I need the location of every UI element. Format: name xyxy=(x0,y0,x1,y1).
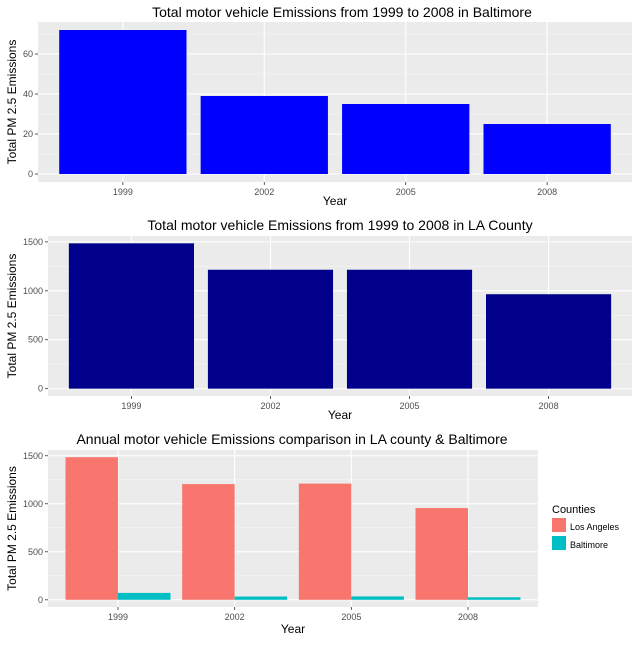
bar xyxy=(415,508,468,600)
bar xyxy=(483,124,611,174)
legend-label: Baltimore xyxy=(570,540,608,550)
bar xyxy=(298,483,352,600)
legend-label: Los Angeles xyxy=(570,522,620,532)
y-tick-label: 1500 xyxy=(23,451,43,461)
bar xyxy=(65,457,118,600)
y-tick-label: 40 xyxy=(23,89,33,99)
x-tick-label: 1999 xyxy=(108,612,128,622)
y-tick-label: 60 xyxy=(23,49,33,59)
x-tick-label: 2005 xyxy=(341,612,361,622)
legend-title: Counties xyxy=(552,504,596,516)
x-tick-label: 1999 xyxy=(113,187,133,197)
chart-comparison: Annual motor vehicle Emissions compariso… xyxy=(5,431,620,636)
y-tick-label: 1000 xyxy=(23,499,43,509)
bar xyxy=(468,597,521,600)
legend-key xyxy=(552,518,566,532)
y-tick-label: 0 xyxy=(38,384,43,394)
bar xyxy=(118,592,171,600)
x-tick-label: 2008 xyxy=(458,612,478,622)
bar xyxy=(68,243,194,389)
bar xyxy=(346,269,473,389)
x-axis-title: Year xyxy=(323,194,347,208)
y-axis-title: Total PM 2.5 Emissions xyxy=(5,40,19,165)
bar xyxy=(486,294,612,389)
y-tick-label: 500 xyxy=(28,335,43,345)
bar xyxy=(351,596,404,600)
y-tick-label: 20 xyxy=(23,129,33,139)
x-tick-label: 2002 xyxy=(225,612,245,622)
legend-key xyxy=(552,536,566,550)
x-tick-label: 2002 xyxy=(260,401,280,411)
bar xyxy=(200,96,328,174)
bar xyxy=(207,269,334,389)
y-tick-label: 500 xyxy=(28,547,43,557)
x-tick-label: 2005 xyxy=(400,401,420,411)
bar xyxy=(342,104,470,174)
x-tick-label: 2008 xyxy=(539,401,559,411)
x-tick-label: 2005 xyxy=(396,187,416,197)
x-tick-label: 2008 xyxy=(537,187,557,197)
y-axis-title: Total PM 2.5 Emissions xyxy=(5,466,19,591)
chart-baltimore: Total motor vehicle Emissions from 1999 … xyxy=(5,4,632,208)
bar xyxy=(182,484,235,600)
y-tick-label: 0 xyxy=(38,595,43,605)
x-tick-label: 1999 xyxy=(121,401,141,411)
y-tick-label: 1000 xyxy=(23,286,43,296)
chart-title: Annual motor vehicle Emissions compariso… xyxy=(76,431,507,447)
bar xyxy=(234,596,288,600)
chart-la-county: Total motor vehicle Emissions from 1999 … xyxy=(5,217,632,422)
chart-title: Total motor vehicle Emissions from 1999 … xyxy=(147,217,532,233)
y-tick-label: 0 xyxy=(28,169,33,179)
x-axis-title: Year xyxy=(328,408,352,422)
chart-title: Total motor vehicle Emissions from 1999 … xyxy=(152,4,532,20)
y-axis-title: Total PM 2.5 Emissions xyxy=(5,254,19,379)
x-tick-label: 2002 xyxy=(254,187,274,197)
x-axis-title: Year xyxy=(281,622,305,636)
bar xyxy=(59,30,187,174)
y-tick-label: 1500 xyxy=(23,237,43,247)
